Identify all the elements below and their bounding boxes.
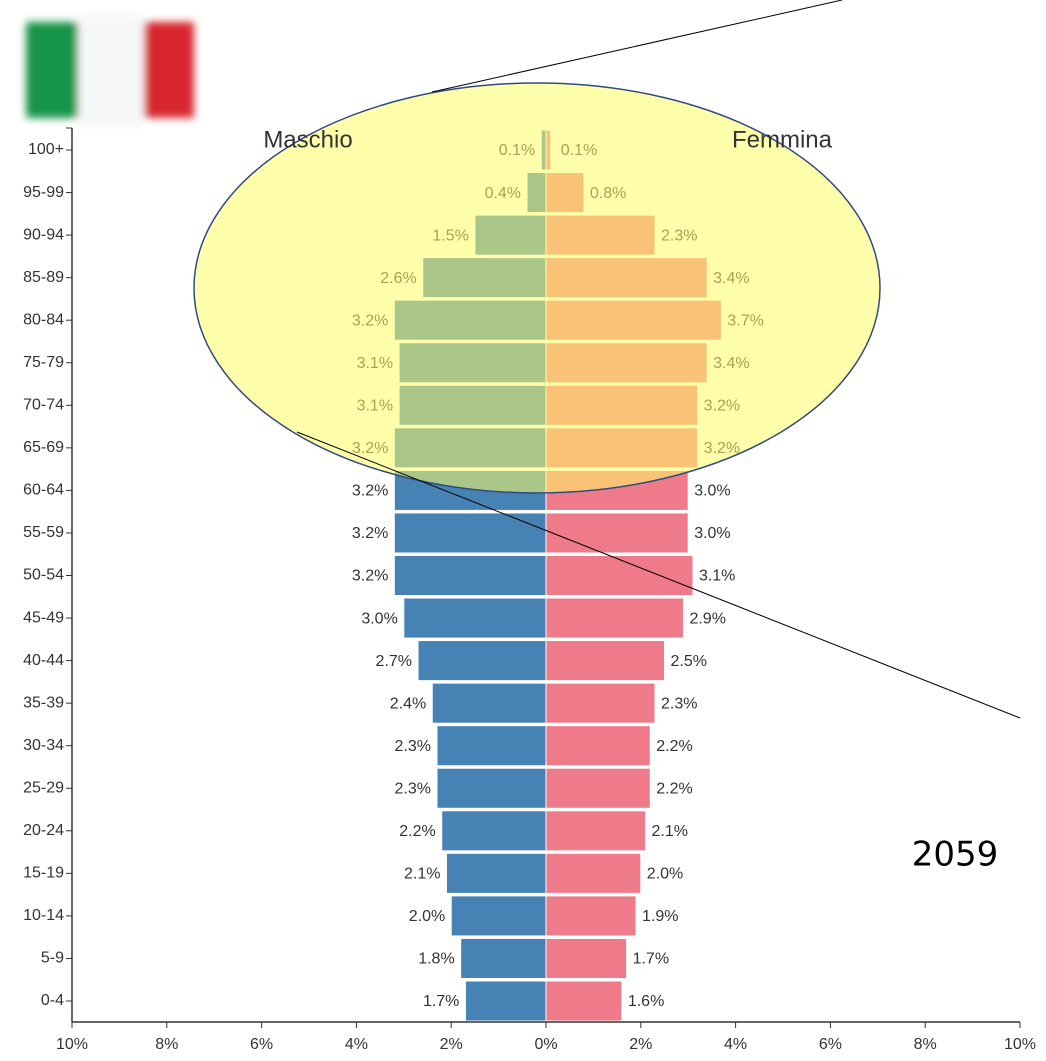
x-tick-label: 10% [1004,1036,1036,1053]
y-tick-label: 10-14 [23,907,64,924]
male-bar [441,810,547,852]
y-tick-label: 80-84 [23,311,64,328]
male-bar [464,980,547,1022]
female-bar [545,895,637,937]
female-bar [545,937,628,979]
legend-female: Femmina [732,126,833,153]
y-tick-label: 45-49 [23,609,64,626]
year-annotation: 2059 [912,835,999,875]
value-label: 1.7% [633,951,669,968]
pointer-line [431,0,843,93]
value-label: 2.7% [376,653,412,670]
flag [26,14,194,126]
female-bar [545,682,656,724]
x-tick-label: 2% [629,1036,652,1053]
value-label: 2.0% [409,908,445,925]
male-bar [393,512,547,554]
y-tick-label: 75-79 [23,354,64,371]
female-bar [545,512,689,554]
female-bar [545,810,647,852]
value-label: 3.2% [352,525,388,542]
y-tick-label: 100+ [28,141,64,158]
value-label: 2.5% [671,653,707,670]
male-bar [393,554,547,597]
male-bar [460,937,547,979]
x-tick-label: 0% [534,1036,557,1053]
x-tick-label: 8% [914,1036,937,1053]
value-label: 2.0% [647,866,683,883]
female-bar [545,597,684,639]
female-bar [545,852,642,894]
pointer-line [296,431,1021,719]
x-tick-label: 4% [345,1036,368,1053]
x-tick-label: 2% [440,1036,463,1053]
value-label: 2.3% [395,738,431,755]
male-bar [445,852,547,894]
value-label: 2.2% [656,738,692,755]
y-tick-label: 50-54 [23,567,64,584]
y-tick-label: 60-64 [23,482,64,499]
value-label: 2.9% [689,610,725,627]
y-tick-label: 90-94 [23,226,64,243]
value-label: 2.3% [661,695,697,712]
y-tick-label: 0-4 [41,992,64,1009]
x-tick-label: 10% [56,1036,88,1053]
value-label: 1.6% [628,993,664,1010]
value-label: 1.9% [642,908,678,925]
value-label: 3.0% [694,483,730,500]
female-bar [545,767,651,809]
highlight-ellipse [193,82,881,494]
x-tick-label: 6% [819,1036,842,1053]
y-tick-label: 85-89 [23,269,64,286]
value-label: 2.1% [404,866,440,883]
x-tick-label: 6% [250,1036,273,1053]
male-bar [436,725,547,767]
male-bar [403,597,547,639]
y-tick-label: 70-74 [23,397,64,414]
x-tick-label: 4% [724,1036,747,1053]
value-label: 1.8% [418,951,454,968]
male-bar [431,682,547,724]
value-label: 3.1% [699,568,735,585]
value-label: 2.4% [390,695,426,712]
female-bar [545,725,651,767]
female-bar [545,640,665,682]
x-tick-label: 8% [155,1036,178,1053]
value-label: 3.2% [352,483,388,500]
value-label: 3.0% [361,610,397,627]
male-bar [417,640,547,682]
value-label: 3.2% [352,568,388,585]
female-bar [545,980,623,1022]
y-tick-label: 5-9 [41,950,64,967]
value-label: 2.1% [652,823,688,840]
y-tick-label: 40-44 [23,652,64,669]
y-tick-label: 30-34 [23,737,64,754]
male-bar [436,767,547,809]
y-tick-label: 20-24 [23,822,64,839]
legend-male: Maschio [263,126,352,153]
male-bar [450,895,547,937]
y-tick-label: 65-69 [23,439,64,456]
y-tick-label: 35-39 [23,694,64,711]
y-tick-label: 55-59 [23,524,64,541]
value-label: 2.2% [399,823,435,840]
value-label: 2.2% [656,780,692,797]
y-tick-label: 25-29 [23,779,64,796]
value-label: 2.3% [395,780,431,797]
y-tick-label: 95-99 [23,184,64,201]
value-label: 1.7% [423,993,459,1010]
value-label: 3.0% [694,525,730,542]
female-bar [545,554,694,597]
y-tick-label: 15-19 [23,865,64,882]
